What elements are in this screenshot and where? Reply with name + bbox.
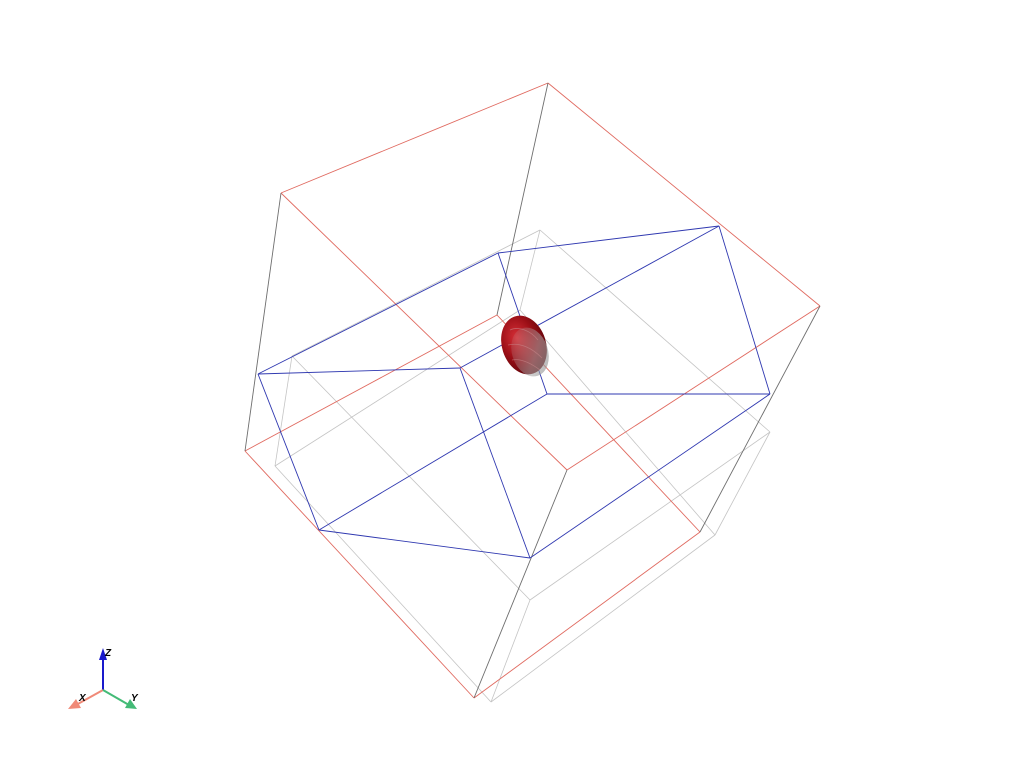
red-outer-box	[244, 82, 821, 699]
y-axis-label: Y	[131, 693, 139, 704]
gray-bounding-box	[274, 229, 771, 703]
z-axis-label: Z	[104, 648, 112, 659]
blue-outline-shape	[257, 225, 771, 559]
x-axis-arrow	[68, 689, 104, 709]
y-axis-arrow	[102, 689, 137, 709]
x-axis-label: X	[78, 693, 87, 704]
orientation-axes-widget: Z X Y	[68, 648, 139, 709]
z-axis-arrow	[99, 648, 107, 690]
red-blob-surface[interactable]	[494, 310, 555, 382]
